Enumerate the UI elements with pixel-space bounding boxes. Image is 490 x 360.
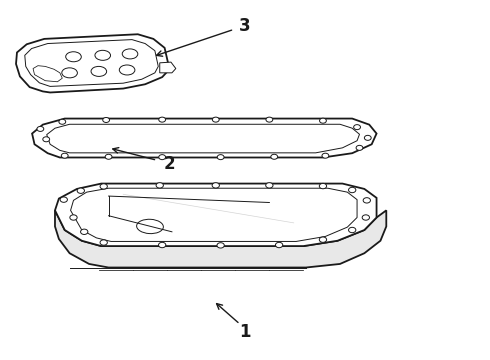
Ellipse shape	[122, 49, 138, 59]
Circle shape	[217, 155, 224, 159]
Circle shape	[159, 242, 166, 248]
Ellipse shape	[62, 68, 77, 78]
Polygon shape	[160, 62, 176, 73]
Circle shape	[217, 243, 224, 248]
Circle shape	[348, 227, 356, 233]
Circle shape	[212, 183, 220, 188]
Polygon shape	[55, 184, 376, 246]
Circle shape	[159, 117, 166, 122]
Circle shape	[348, 187, 356, 193]
Circle shape	[159, 155, 166, 159]
Circle shape	[61, 153, 68, 158]
Ellipse shape	[95, 50, 111, 60]
Circle shape	[319, 118, 326, 123]
Circle shape	[319, 237, 327, 242]
Circle shape	[70, 215, 77, 220]
Circle shape	[156, 183, 163, 188]
Circle shape	[37, 126, 44, 131]
Polygon shape	[47, 124, 360, 153]
Text: 3: 3	[239, 17, 251, 35]
Text: 2: 2	[164, 155, 175, 173]
Ellipse shape	[91, 66, 107, 76]
Circle shape	[319, 183, 327, 189]
Circle shape	[275, 242, 283, 248]
Circle shape	[103, 117, 110, 122]
Circle shape	[60, 197, 68, 202]
Polygon shape	[25, 40, 158, 86]
Polygon shape	[16, 34, 170, 93]
Polygon shape	[32, 118, 376, 157]
Polygon shape	[55, 210, 386, 267]
Ellipse shape	[66, 52, 81, 62]
Circle shape	[322, 153, 329, 158]
Circle shape	[266, 117, 273, 122]
Ellipse shape	[119, 65, 135, 75]
Text: 1: 1	[239, 323, 251, 341]
Circle shape	[59, 119, 66, 124]
Circle shape	[363, 198, 370, 203]
Circle shape	[354, 125, 361, 130]
Circle shape	[362, 215, 369, 220]
Circle shape	[266, 183, 273, 188]
Circle shape	[212, 117, 219, 122]
Circle shape	[77, 188, 84, 193]
Circle shape	[271, 154, 278, 159]
Circle shape	[80, 229, 88, 234]
Circle shape	[356, 145, 363, 150]
Circle shape	[43, 137, 49, 142]
Circle shape	[105, 154, 112, 159]
Polygon shape	[71, 188, 357, 242]
Circle shape	[100, 184, 107, 189]
Circle shape	[100, 240, 107, 245]
Circle shape	[365, 135, 371, 140]
